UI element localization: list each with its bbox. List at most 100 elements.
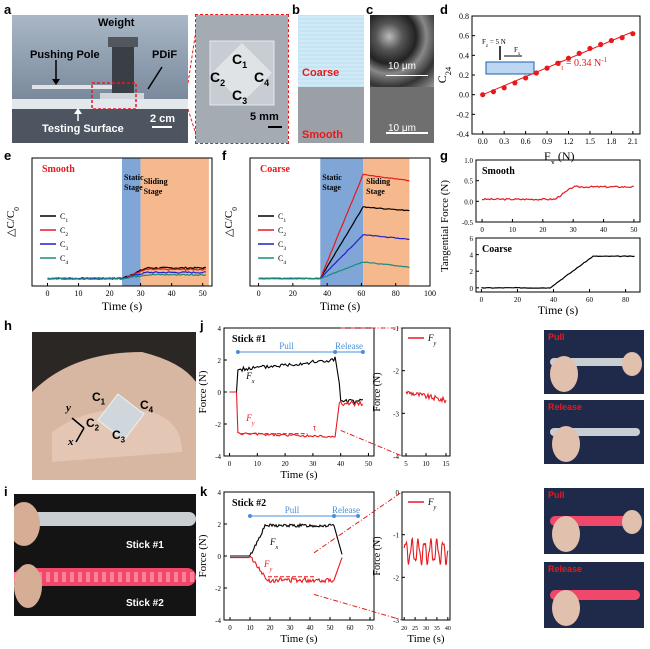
panel-letter-c: c	[366, 2, 374, 17]
chart-g2-xtick-label-1: 20	[514, 296, 522, 304]
panel-letter-k: k	[200, 484, 208, 499]
label-c2: C2	[210, 69, 226, 88]
chart-e-series-3	[47, 273, 207, 280]
chart-f-xtick-label-4: 80	[392, 289, 400, 298]
chart-f: StaticStageSlidingStageCoarseC1C2C3C4△C/…	[223, 157, 436, 313]
chart-e-xtick-label-1: 10	[75, 289, 83, 298]
chart-d-point-7	[555, 60, 561, 66]
palm-illustration	[32, 352, 196, 480]
chart-j: Stick #1 Pull Release Fx Fy Force (N) Time (s)…	[197, 325, 451, 480]
chart-d-point-10	[587, 45, 593, 52]
chart-g2-xtick-label-0: 0	[480, 296, 484, 304]
chart-k-xtick-label-5: 50	[327, 624, 335, 632]
chart-g2-frame	[475, 237, 641, 293]
chart-g-xlabel: Time (s)	[538, 303, 579, 316]
chart-j2-xtick-label-1: 10	[423, 460, 431, 468]
chart-e-xtick-label-4: 40	[168, 289, 176, 298]
palm-c4: C4	[140, 398, 154, 415]
label-release-2: Release	[548, 564, 583, 574]
panel-letter-f: f	[222, 148, 227, 163]
chart-d-xtick-label-0: 0.0	[478, 137, 488, 146]
label-stick1: Stick #1	[126, 540, 164, 551]
chart-g1-frame	[475, 159, 641, 223]
chart-g1-ytick-label-2: 0.0	[464, 198, 473, 206]
chart-j-xtick-label-0: 0	[228, 460, 232, 468]
chart-g1-xtick-label-0: 0	[480, 226, 484, 234]
chart-k-xtick-label-7: 70	[367, 624, 375, 632]
chart-e-xtick-label-2: 20	[106, 289, 114, 298]
palm-c2: C2	[86, 416, 100, 433]
chart-g2-xtick-label-2: 40	[550, 296, 558, 304]
chart-e-static-label-1: Static	[124, 173, 144, 182]
chart-d-point-2	[501, 85, 507, 91]
photo-setup: Weight Pushing Pole PDiF Testing Surface…	[12, 15, 188, 143]
chart-k-span-dot-0	[248, 514, 252, 518]
chart-k-ytick-label-0: 4	[218, 489, 222, 497]
axis-y-label: y	[66, 402, 71, 414]
photo-release-2: Release	[544, 562, 644, 628]
chart-k2-ytick-label-0: 0	[396, 489, 400, 497]
chart-d-xtick-label-2: 0.6	[521, 137, 531, 146]
chart-j-xtick-label-1: 10	[254, 460, 262, 468]
chart-k-xtick-label-1: 10	[247, 624, 255, 632]
chart-d-point-5	[533, 70, 539, 76]
chart-d-ytick-label-3: 0.2	[459, 71, 469, 80]
chart-j2-series	[405, 390, 447, 404]
label-c3: C3	[232, 87, 248, 106]
chart-k-connector-1	[313, 491, 403, 554]
chart-j-ytick-label-3: -2	[215, 421, 221, 429]
chart-d-annotation: σt = 0.34 N-1	[556, 56, 608, 72]
palm-c3: C3	[112, 428, 126, 445]
chart-j2-ytick-label-0: -1	[393, 325, 399, 333]
chart-j-title: Stick #1	[232, 334, 266, 345]
chart-e-frame	[31, 157, 213, 287]
chart-k2-ytick-label-2: -2	[393, 574, 399, 582]
chart-k2-xlabel: Time (s)	[407, 633, 445, 645]
chart-j-span-dot-0	[235, 350, 240, 354]
chart-f-frame	[249, 157, 431, 287]
panel-letter-b: b	[292, 2, 300, 17]
chart-j-connector-2	[340, 429, 403, 457]
chart-g2-series	[481, 255, 635, 289]
chart-k-ylabel: Force (N)	[197, 534, 209, 577]
chart-g2-ytick-label-3: 0	[470, 285, 474, 293]
chart-k-title: Stick #2	[232, 498, 266, 509]
chart-j-ytick-label-0: 4	[218, 325, 222, 333]
chart-e-static-label-2: Stage	[124, 183, 143, 192]
chart-d-inset-film	[485, 61, 535, 75]
chart-g2-ytick-label-2: 2	[470, 268, 474, 276]
chart-k-xtick-label-2: 20	[267, 624, 275, 632]
chart-k-ytick-label-2: 0	[218, 553, 222, 561]
chart-e-legend-label-2: C3	[60, 240, 68, 252]
chart-e-xtick-label-0: 0	[46, 289, 50, 298]
scale-bar-10um-2: 10 μm	[388, 123, 416, 134]
chart-j-pull-label: Pull	[279, 341, 294, 351]
chart-e-title: Smooth	[42, 164, 75, 175]
chart-f-legend-label-0: C1	[278, 212, 286, 224]
chart-f-legend-label-3: C4	[278, 254, 286, 266]
chart-f-xtick-label-0: 0	[257, 289, 261, 298]
chart-d-point-14	[630, 31, 636, 37]
chart-k: Stick #2 Pull Release Fx Fy Force (N) Time (s)…	[197, 489, 451, 645]
chart-d-inset-fx-label: Fx	[514, 46, 521, 57]
chart-j-fx-label: Fx	[245, 371, 255, 385]
panel-letter-g: g	[440, 148, 448, 163]
chart-e-legend-label-1: C2	[60, 226, 68, 238]
chart-k2-xtick-label-0: 20	[401, 626, 407, 632]
chart-k2-ytick-label-3: -3	[393, 617, 399, 625]
chart-g2-title: Coarse	[482, 244, 513, 255]
chart-d-point-1	[490, 89, 497, 95]
chart-f-static-label-2: Stage	[322, 183, 341, 192]
chart-d-point-0	[480, 92, 486, 98]
chart-g2-ytick-label-1: 4	[470, 252, 474, 260]
chart-d-xtick-label-7: 2.1	[628, 137, 638, 146]
chart-e-legend-label-3: C4	[60, 254, 68, 266]
chart-f-xlabel: Time (s)	[320, 299, 361, 313]
chart-j-release-label: Release	[335, 341, 363, 351]
chart-f-static-label-1: Static	[322, 173, 342, 182]
chart-k2-series	[403, 536, 449, 566]
label-weight: Weight	[98, 17, 135, 29]
chart-d-ytick-label-5: 0.6	[459, 32, 469, 41]
chart-j-xtick-label-3: 30	[309, 460, 317, 468]
